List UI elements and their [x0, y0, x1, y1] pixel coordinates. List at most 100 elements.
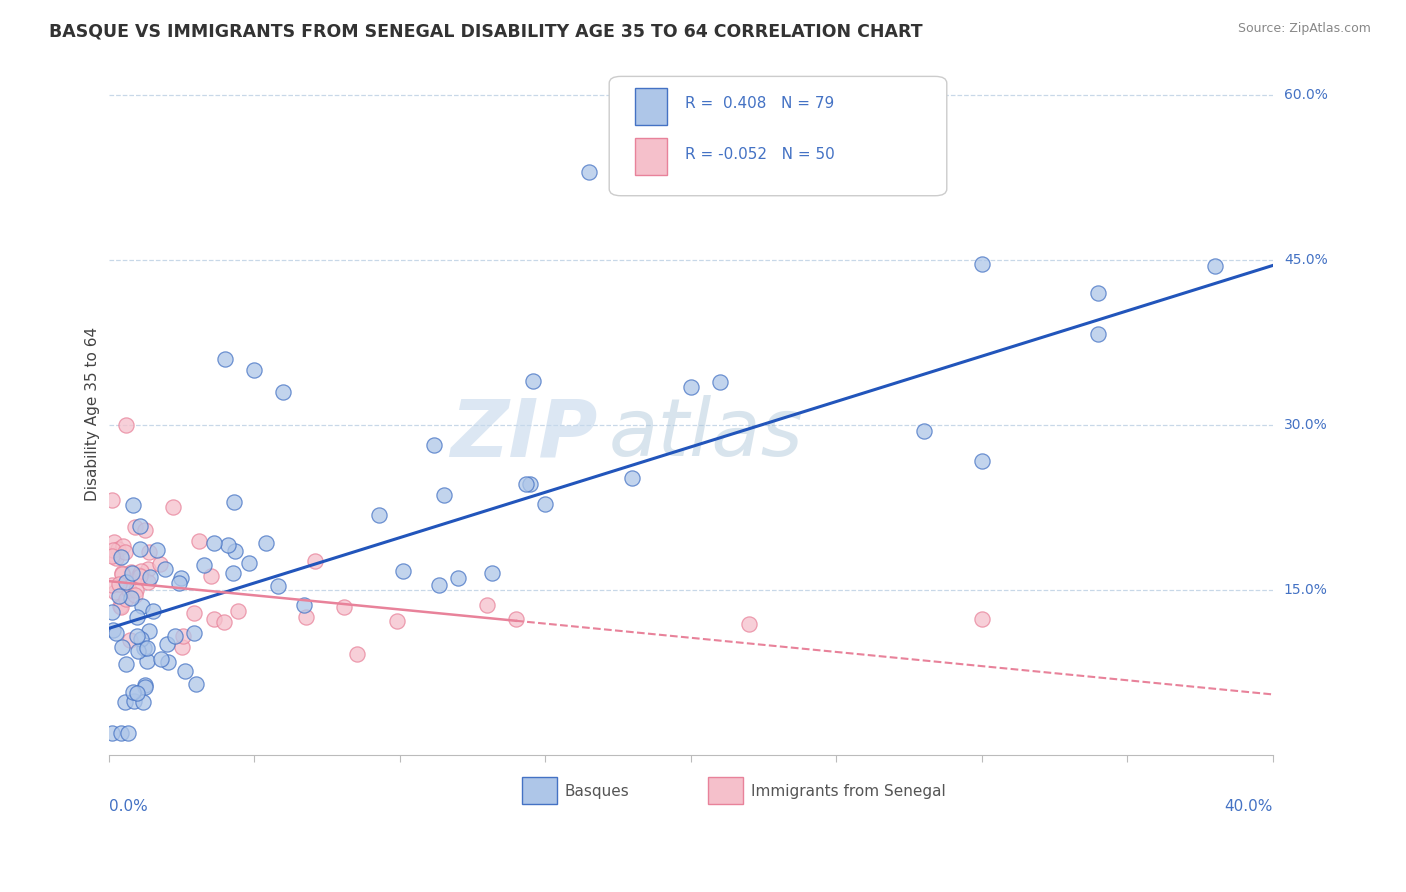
Y-axis label: Disability Age 35 to 64: Disability Age 35 to 64 [86, 326, 100, 501]
Point [170, 571, 193, 585]
Point [1087, 326, 1109, 341]
Point [155, 636, 177, 650]
Point [138, 544, 160, 558]
Point [115, 574, 138, 589]
Point [188, 534, 211, 549]
Point [129, 541, 152, 556]
Text: 60.0%: 60.0% [1284, 88, 1327, 102]
Point [150, 652, 173, 666]
Point [578, 165, 600, 179]
Point [304, 553, 326, 567]
Point [120, 632, 142, 647]
FancyBboxPatch shape [609, 77, 946, 195]
Bar [709, 777, 744, 804]
Point [267, 579, 290, 593]
Point [515, 476, 537, 491]
Point [170, 640, 193, 654]
Point [114, 695, 136, 709]
Point [172, 629, 194, 643]
Point [217, 538, 239, 552]
Point [127, 643, 149, 657]
Point [114, 657, 136, 671]
Point [202, 611, 225, 625]
Point [153, 562, 176, 576]
Point [183, 606, 205, 620]
Point [212, 615, 235, 629]
Point [475, 599, 498, 613]
Text: atlas: atlas [609, 395, 804, 474]
Point [100, 578, 122, 592]
Point [174, 665, 197, 679]
Point [1204, 259, 1226, 273]
Point [679, 380, 702, 394]
Point [271, 384, 294, 399]
Point [505, 613, 527, 627]
Point [193, 558, 215, 572]
Point [368, 508, 391, 522]
Point [222, 566, 245, 580]
Point [118, 582, 141, 597]
Point [124, 588, 146, 602]
Point [238, 557, 260, 571]
Text: 15.0%: 15.0% [1284, 583, 1327, 597]
Point [447, 571, 470, 585]
Point [120, 591, 142, 606]
Point [136, 641, 159, 656]
Point [970, 612, 993, 626]
Point [433, 488, 456, 502]
Point [138, 574, 160, 589]
Point [228, 604, 250, 618]
Text: 45.0%: 45.0% [1284, 253, 1327, 267]
Bar [522, 777, 557, 804]
Point [107, 577, 129, 591]
Point [970, 454, 993, 468]
Point [100, 549, 122, 563]
Point [108, 599, 131, 613]
Point [292, 598, 315, 612]
Point [149, 557, 172, 571]
Point [134, 680, 156, 694]
Point [114, 544, 136, 558]
Point [385, 614, 408, 628]
Text: 30.0%: 30.0% [1284, 418, 1327, 432]
Point [970, 257, 993, 271]
Point [108, 589, 131, 603]
Point [125, 686, 148, 700]
Point [104, 584, 127, 599]
Point [125, 629, 148, 643]
Point [104, 548, 127, 562]
Text: R =  0.408   N = 79: R = 0.408 N = 79 [685, 96, 834, 112]
Text: ZIP: ZIP [450, 395, 598, 474]
Point [709, 375, 731, 389]
Point [200, 569, 222, 583]
Text: 0.0%: 0.0% [108, 799, 148, 814]
Point [111, 566, 134, 581]
Point [136, 654, 159, 668]
Point [124, 582, 146, 597]
Point [111, 539, 134, 553]
Point [129, 519, 152, 533]
Text: Immigrants from Senegal: Immigrants from Senegal [751, 784, 946, 799]
Point [183, 625, 205, 640]
Point [115, 592, 138, 607]
Point [122, 693, 145, 707]
Point [117, 726, 139, 740]
Point [110, 599, 132, 614]
Point [224, 495, 246, 509]
Point [136, 561, 159, 575]
Point [115, 417, 138, 432]
Bar [636, 137, 668, 175]
Text: BASQUE VS IMMIGRANTS FROM SENEGAL DISABILITY AGE 35 TO 64 CORRELATION CHART: BASQUE VS IMMIGRANTS FROM SENEGAL DISABI… [49, 22, 922, 40]
Point [120, 566, 142, 580]
Point [131, 599, 153, 613]
Point [121, 566, 143, 580]
Point [138, 624, 160, 639]
Point [103, 534, 125, 549]
Point [427, 578, 450, 592]
Point [157, 655, 180, 669]
Text: Source: ZipAtlas.com: Source: ZipAtlas.com [1237, 22, 1371, 36]
Point [294, 609, 316, 624]
Point [110, 550, 132, 565]
Point [121, 685, 143, 699]
Point [105, 626, 128, 640]
